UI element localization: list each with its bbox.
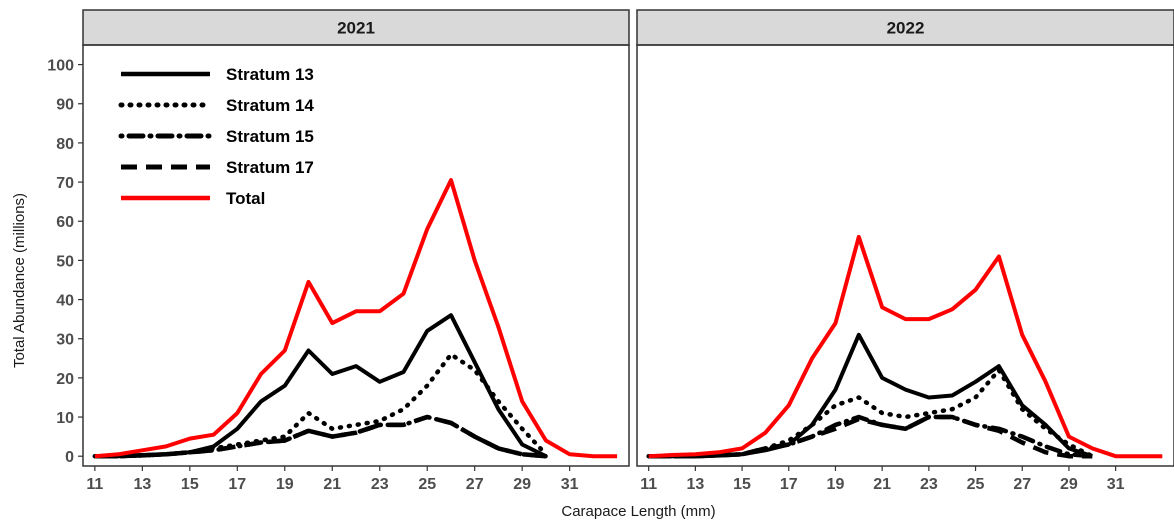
x-tick-label: 11 [86,476,103,493]
panel-2021: 2021 11 13 15 17 19 21 23 25 27 29 31 0 10 20 30 40 50 60 7… [47,9,630,493]
panel-2022: 2022 11 13 15 17 19 21 23 25 27 29 31 [636,9,1174,493]
x-axis-title: Carapace Length (mm) [561,503,715,520]
x-tick-label: 29 [513,476,531,493]
panel-border [82,44,630,467]
x-tick-label: 17 [228,476,246,493]
legend-label: Stratum 13 [226,65,314,84]
x-tick-label: 31 [561,476,579,493]
panel-title: 2022 [887,19,925,38]
x-tick-label: 13 [686,476,704,493]
series-line-total [94,178,618,459]
panel-strip [82,9,630,46]
y-tick-label: 10 [56,410,74,427]
series-line-stratum-13 [94,313,547,459]
legend-label: Stratum 15 [226,127,314,146]
x-tick-label: 25 [967,476,985,493]
panel-title: 2021 [337,19,375,38]
x-tick-label: 17 [780,476,798,493]
legend-label: Total [226,189,265,208]
y-tick-label: 100 [47,58,74,75]
y-tick-label: 60 [56,214,74,231]
x-tick-label: 15 [181,476,199,493]
y-tick-label: 70 [56,175,74,192]
series-line-stratum-13 [648,332,1093,459]
legend-label: Stratum 17 [226,158,314,177]
y-tick-label: 80 [56,136,74,153]
x-tick-label: 31 [1107,476,1125,493]
series-line-stratum-17 [648,414,1093,459]
legend: Stratum 13 Stratum 14 Stratum 15 Stratum 17… [118,65,314,208]
x-tick-label: 19 [827,476,845,493]
x-tick-label: 27 [1013,476,1031,493]
panel-strip [636,9,1174,46]
x-tick-label: 25 [418,476,436,493]
x-tick-label: 19 [276,476,294,493]
y-tick-label: 50 [56,253,74,270]
x-tick-label: 15 [733,476,751,493]
series-line-stratum-15 [92,414,549,459]
series-line-stratum-14 [646,367,1095,459]
x-tick-label: 27 [466,476,484,493]
series-line-total [648,234,1163,459]
panel-border [636,44,1174,467]
x-tick-label: 29 [1060,476,1078,493]
x-tick-label: 23 [920,476,938,493]
legend-label: Stratum 14 [226,96,314,115]
x-tick-label: 21 [323,476,341,493]
x-tick-label: 11 [640,476,657,493]
x-tick-label: 23 [371,476,389,493]
x-tick-label: 21 [873,476,891,493]
y-axis-title: Total Abundance (millions) [11,193,28,368]
y-tick-label: 40 [56,293,74,310]
y-tick-label: 30 [56,332,74,349]
y-tick-label: 0 [65,449,74,466]
x-tick-label: 13 [133,476,151,493]
y-tick-label: 20 [56,371,74,388]
y-tick-label: 90 [56,97,74,114]
